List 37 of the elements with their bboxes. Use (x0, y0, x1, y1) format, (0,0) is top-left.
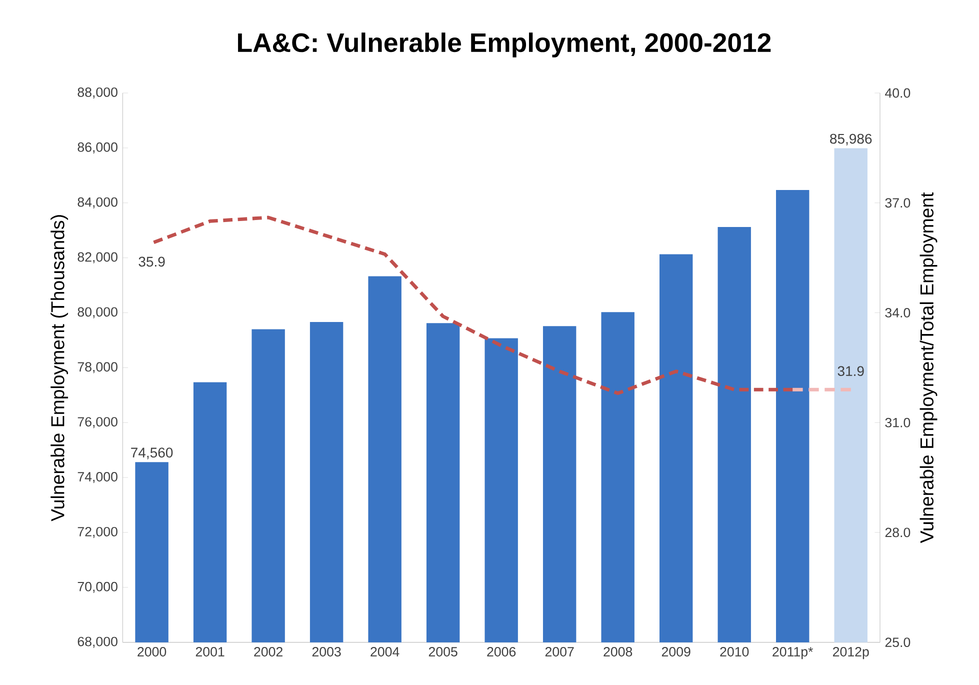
y2-tick-label: 37.0 (885, 198, 910, 208)
x-tick-label: 2007 (545, 647, 574, 656)
y-tick-label: 84,000 (78, 197, 118, 208)
y-tick-label: 74,000 (78, 472, 118, 484)
y-tick-label: 82,000 (78, 252, 118, 264)
x-tick-label: 2012p (833, 647, 869, 660)
data-label: 31.9 (838, 366, 864, 376)
y2-tick-label: 31.0 (885, 418, 910, 428)
x-tick-label: 2005 (428, 647, 458, 656)
y-tick-label: 76,000 (78, 417, 118, 428)
data-label: 74,560 (131, 448, 173, 460)
y2-tick-label: 34.0 (885, 308, 910, 318)
y2-axis-title: Vulnerable Employment/Total Employment (920, 192, 938, 544)
x-tick-label: 2008 (604, 647, 632, 656)
x-tick-label: 2003 (312, 647, 341, 656)
y-axis-title: Vulnerable Employment (Thousands) (50, 215, 68, 522)
y-tick-label: 86,000 (78, 142, 118, 154)
x-tick-label: 2001 (196, 647, 224, 656)
y2-tick-label: 28.0 (885, 528, 910, 538)
data-label: 85,986 (830, 134, 872, 146)
x-tick-label: 2011p* (772, 647, 814, 660)
y-tick-label: 72,000 (78, 526, 118, 538)
data-label: 35.9 (138, 256, 165, 267)
y-tick-label: 68,000 (78, 636, 118, 648)
y-tick-label: 78,000 (78, 362, 118, 374)
y2-tick-label: 40.0 (885, 88, 910, 98)
x-tick-label: 2006 (487, 647, 516, 656)
x-tick-label: 2009 (662, 647, 690, 656)
chart-title: LA&C: Vulnerable Employment, 2000-2012 (238, 32, 771, 58)
y-tick-label: 80,000 (78, 307, 118, 318)
y2-tick-label: 25.0 (885, 638, 910, 648)
x-tick-label: 2002 (254, 647, 282, 656)
x-tick-label: 2010 (720, 647, 749, 656)
x-tick-label: 2004 (370, 647, 400, 656)
y-tick-label: 70,000 (78, 582, 118, 593)
x-tick-label: 2000 (138, 647, 166, 656)
y-tick-label: 88,000 (78, 87, 118, 99)
